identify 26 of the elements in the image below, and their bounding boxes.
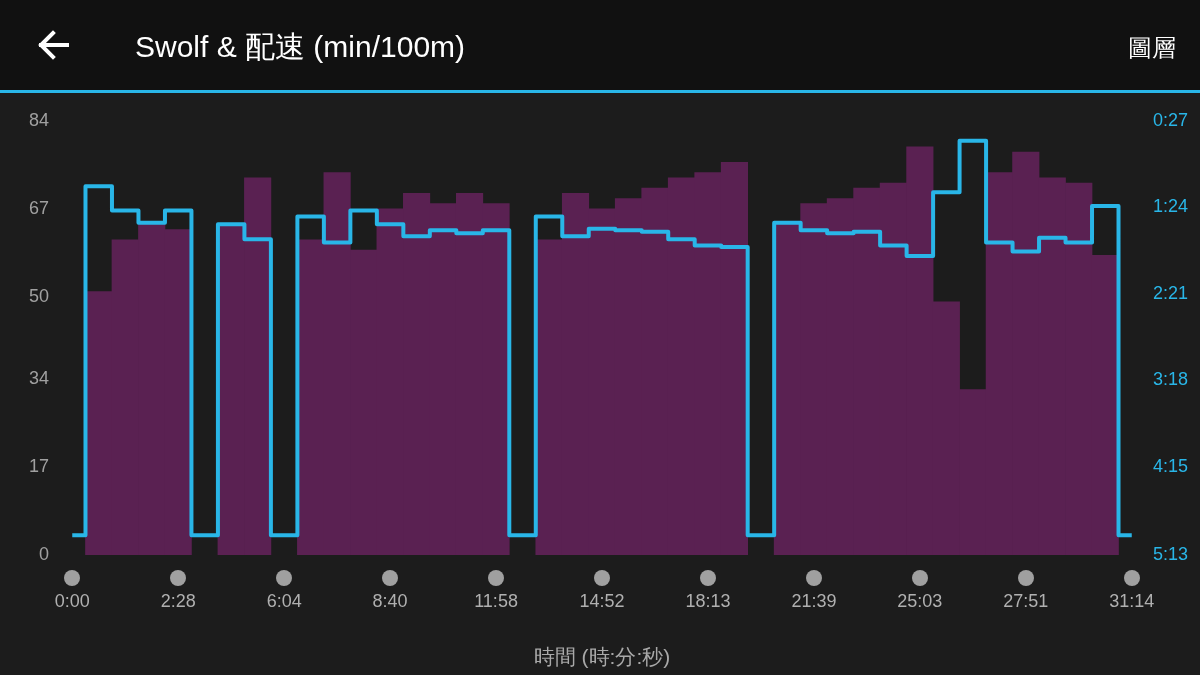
x-tick-label: 2:28 bbox=[160, 590, 196, 611]
y2-tick-label: 0:27 bbox=[1153, 109, 1189, 130]
x-tick-label: 25:03 bbox=[897, 590, 943, 611]
x-tick-label: 18:13 bbox=[685, 590, 731, 611]
x-tick-label: 8:40 bbox=[372, 590, 408, 611]
y2-tick-label: 4:15 bbox=[1153, 455, 1189, 476]
text: 圖層 bbox=[1128, 33, 1176, 63]
x-tick-label: 14:52 bbox=[579, 590, 625, 611]
y-tick-label: 50 bbox=[28, 285, 49, 306]
x-axis-title: 時間 (時:分:秒) bbox=[533, 645, 671, 669]
y2-tick-label: 3:18 bbox=[1153, 369, 1189, 390]
y-tick-label: 0 bbox=[38, 543, 49, 564]
x-tick-label: 0:00 bbox=[54, 590, 90, 611]
chart-title: Swolf & 配速 (min/100m) bbox=[135, 29, 466, 65]
x-tick-label: 27:51 bbox=[1003, 590, 1049, 611]
y-tick-label: 17 bbox=[28, 456, 49, 477]
x-tick-label: 11:58 bbox=[474, 590, 518, 611]
y-tick-label: 34 bbox=[28, 368, 49, 389]
x-tick-label: 31:14 bbox=[1109, 590, 1155, 611]
x-tick-label: 6:04 bbox=[266, 590, 302, 611]
y-tick-label: 67 bbox=[28, 197, 49, 218]
y2-tick-label: 1:24 bbox=[1153, 196, 1189, 217]
y2-tick-label: 2:21 bbox=[1153, 282, 1189, 303]
y-tick-label: 84 bbox=[28, 109, 49, 130]
y2-tick-label: 5:13 bbox=[1153, 543, 1189, 564]
x-tick-label: 21:39 bbox=[791, 590, 837, 611]
